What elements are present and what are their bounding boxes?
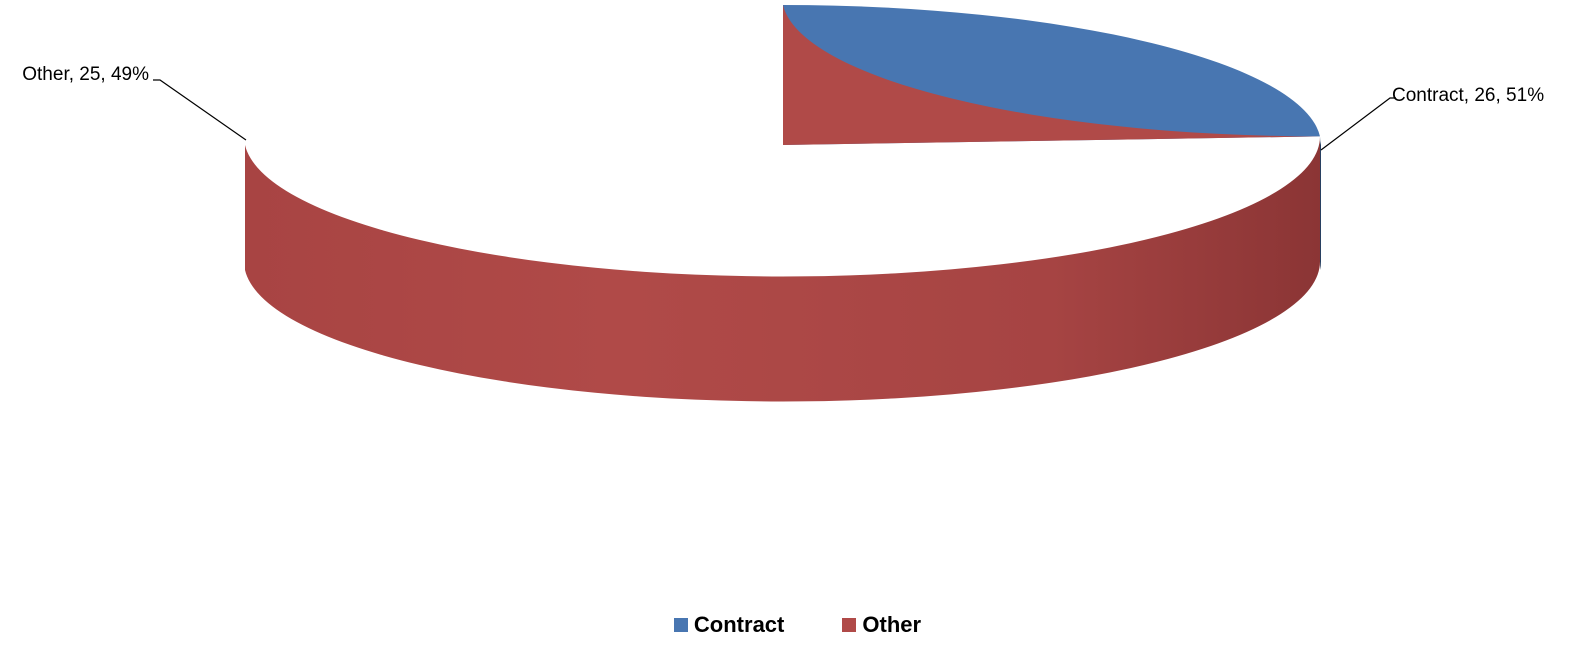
pie-chart: Contract, 26, 51% Other, 25, 49% bbox=[22, 5, 1544, 402]
pie-slice-other[interactable] bbox=[783, 5, 1320, 145]
data-label-contract: Contract, 26, 51% bbox=[1392, 85, 1544, 106]
legend-label-contract: Contract bbox=[693, 612, 785, 637]
legend-swatch-other bbox=[842, 618, 857, 632]
leader-line-other bbox=[153, 79, 247, 141]
legend-swatch-contract bbox=[673, 618, 688, 632]
leader-line-contract bbox=[1320, 97, 1396, 151]
pie-side-contract bbox=[1319, 136, 1321, 270]
legend: Contract Other bbox=[0, 612, 1595, 638]
data-label-other: Other, 25, 49% bbox=[22, 64, 149, 85]
legend-label-other: Other bbox=[862, 612, 922, 637]
legend-item-other[interactable]: Other bbox=[842, 612, 921, 638]
pie-side-other bbox=[245, 136, 1320, 402]
legend-item-contract[interactable]: Contract bbox=[673, 612, 785, 638]
